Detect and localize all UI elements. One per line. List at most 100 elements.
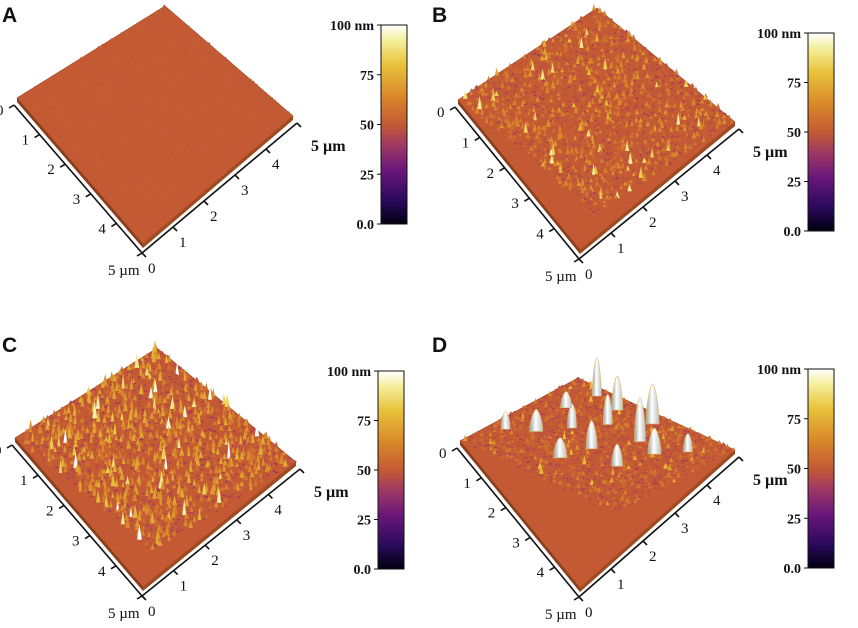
axis-left-line: [454, 106, 580, 260]
axis-left-tick-label: 3: [512, 535, 520, 551]
colorbar-label: 50: [357, 464, 371, 479]
surface-d: [459, 357, 736, 592]
axis-left-tick: [523, 197, 530, 202]
axis-right-tick-label: 4: [713, 493, 721, 509]
axis-right-tick: [296, 122, 302, 128]
axis-right-tick-label: 0: [148, 604, 156, 620]
surface-a: [16, 4, 294, 248]
axis-right-unit-label: 5 µm: [753, 472, 788, 489]
axis-right-tick: [204, 544, 210, 550]
colorbar-label: 75: [787, 77, 801, 92]
axis-right-tick: [642, 540, 648, 546]
axis-right-tick-label: 1: [617, 241, 625, 257]
axis-left-tick-label: 3: [511, 196, 519, 212]
axis-left-tick: [85, 193, 92, 198]
colorbar-gradient: [807, 368, 835, 569]
colorbar-label: 0.0: [784, 562, 802, 577]
colorbar-label: 75: [360, 69, 374, 84]
axis-right-line: [141, 468, 301, 597]
axis-left-tick-label: 4: [536, 227, 544, 243]
colorbar-label: 75: [787, 413, 801, 428]
panel-c: C 0 1 2 3 4 5 µm 0 1 2 3 4 5 µm 100 nm 75 50 25 0.0: [0, 334, 405, 622]
axis-left-tick: [449, 106, 456, 111]
axis-left-tick-label: 5 µm: [545, 607, 577, 623]
axis-left-tick-label: 1: [22, 133, 30, 149]
surface-b: [457, 3, 736, 254]
axis-left-tick-label: 2: [487, 166, 495, 182]
axis-left-tick-label: 0: [437, 105, 445, 121]
axis-left-tick-label: 5 µm: [108, 263, 140, 279]
axis-left-tick: [549, 566, 556, 571]
axis-left-tick-label: 4: [537, 565, 545, 581]
colorbar-a: 100 nm 75 50 25 0.0: [330, 19, 408, 233]
axis-right-tick-label: 0: [148, 261, 156, 277]
surface-c: [14, 339, 297, 591]
axis-right-tick-label: 4: [274, 502, 282, 518]
axis-left-line: [13, 104, 143, 254]
axis-right-line: [578, 456, 740, 598]
axis-right-tick-label: 2: [649, 549, 657, 565]
colorbar-gradient: [377, 370, 405, 570]
axis-left-tick: [500, 506, 507, 512]
axis-right-line: [578, 128, 740, 260]
colorbar-label: 100 nm: [757, 27, 801, 42]
colorbar-label: 75: [357, 415, 371, 430]
axis-right-tick: [610, 568, 616, 574]
axis-left-tick-label: 3: [73, 192, 81, 208]
axis-right-tick-label: 3: [241, 183, 249, 199]
axis-left-tick: [32, 474, 39, 479]
axis-right-tick: [610, 232, 616, 238]
axis-left-line: [11, 444, 143, 597]
axis-left-tick-label: 2: [46, 503, 54, 519]
axis-right-tick: [738, 456, 744, 462]
axis-right-tick-label: 1: [617, 577, 625, 593]
axis-right-tick-label: 3: [681, 521, 689, 537]
colorbar-label: 100 nm: [327, 365, 371, 380]
axis-left-tick: [548, 227, 555, 233]
axis-left-tick-label: 0: [439, 446, 447, 462]
axis-left-tick: [451, 447, 458, 452]
axis-right-tick-label: 2: [649, 215, 657, 231]
axis-left-line: [456, 447, 580, 598]
axis-left-tick: [136, 595, 143, 600]
axis-right-unit-label: 5 µm: [753, 144, 788, 161]
axis-right-tick: [265, 148, 271, 154]
axis-left-tick-label: 2: [488, 506, 496, 522]
colorbar-label: 25: [787, 512, 801, 527]
axis-right-tick: [203, 200, 209, 206]
axis-right-tick-label: 4: [272, 157, 280, 173]
axis-right-line: [141, 122, 298, 254]
axis-left-tick-label: 0: [0, 103, 4, 119]
colorbar-label: 0.0: [357, 218, 375, 233]
axis-right-tick: [299, 468, 305, 474]
colorbar-label: 50: [787, 126, 801, 141]
panel-letter-a: A: [2, 4, 17, 27]
colorbar-label: 25: [787, 176, 801, 191]
axes-c: 0 1 2 3 4 5 µm 0 1 2 3 4 5 µm: [0, 443, 349, 622]
axis-left-tick: [110, 565, 117, 570]
axis-left-tick-label: 4: [98, 221, 106, 237]
axis-right-tick: [706, 484, 712, 490]
axis-right-tick-label: 0: [585, 267, 593, 283]
colorbar-label: 25: [357, 514, 371, 529]
axis-left-tick: [34, 133, 41, 139]
axis-left-tick: [474, 136, 481, 142]
colorbar-gradient: [807, 32, 835, 232]
axis-left-tick-label: 1: [462, 135, 470, 151]
colorbar-label: 50: [360, 119, 374, 134]
axis-right-unit-label: 5 µm: [311, 138, 346, 155]
axis-right-tick-label: 3: [681, 189, 689, 205]
axis-left-tick-label: 1: [463, 476, 471, 492]
colorbar-label: 100 nm: [330, 19, 374, 34]
axis-right-tick: [706, 154, 712, 160]
axis-right-tick: [674, 512, 680, 518]
axis-right-tick: [236, 519, 242, 525]
axis-right-tick-label: 1: [180, 579, 188, 595]
axis-right-tick: [234, 174, 240, 180]
axis-right-tick: [172, 226, 178, 232]
